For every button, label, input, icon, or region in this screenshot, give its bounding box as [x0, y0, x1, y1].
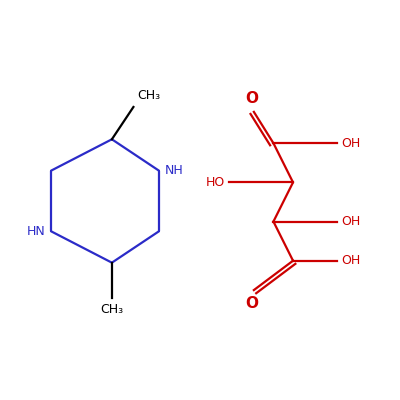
Text: O: O — [245, 296, 258, 311]
Text: HN: HN — [26, 225, 45, 238]
Text: O: O — [245, 91, 258, 106]
Text: OH: OH — [341, 215, 360, 228]
Text: OH: OH — [341, 254, 360, 267]
Text: HO: HO — [206, 176, 226, 189]
Text: NH: NH — [165, 164, 184, 177]
Text: CH₃: CH₃ — [100, 303, 124, 316]
Text: OH: OH — [341, 137, 360, 150]
Text: CH₃: CH₃ — [137, 89, 160, 102]
